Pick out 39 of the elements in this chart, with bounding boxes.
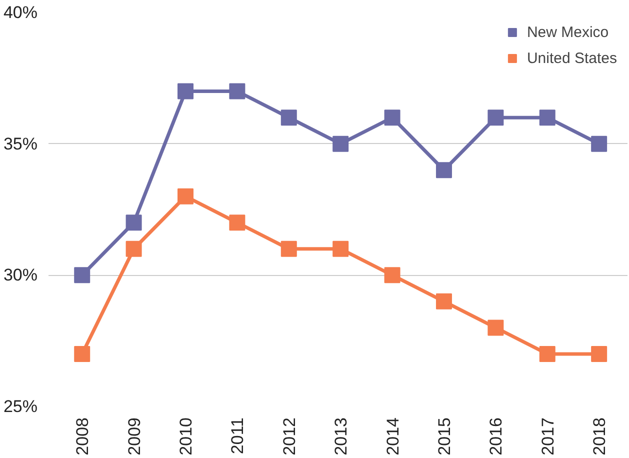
- x-tick-label: 2018: [590, 417, 610, 456]
- point: [436, 162, 452, 178]
- legend-label: United States: [526, 50, 617, 66]
- x-tick-label: 2014: [383, 417, 402, 456]
- point: [177, 188, 194, 204]
- point: [229, 83, 246, 100]
- point: [591, 346, 608, 362]
- x-tick-label: 2010: [176, 417, 196, 456]
- x-tick-label: 2015: [434, 417, 454, 456]
- point: [74, 346, 90, 362]
- point: [177, 83, 194, 100]
- y-tick-label: 40%: [3, 3, 38, 22]
- point: [332, 136, 349, 152]
- point: [332, 240, 349, 257]
- x-tick-label: 2008: [73, 417, 92, 456]
- point: [488, 110, 504, 126]
- legend-label: New Mexico: [526, 24, 609, 40]
- point: [384, 110, 400, 126]
- point: [229, 214, 246, 231]
- point: [539, 110, 556, 126]
- x-tick-label: 2009: [124, 417, 144, 456]
- y-tick-label: 25%: [3, 397, 38, 416]
- point: [539, 346, 556, 362]
- point: [74, 267, 90, 284]
- x-tick-label: 2016: [486, 417, 506, 456]
- point: [384, 267, 400, 284]
- point: [436, 293, 452, 310]
- point: [488, 320, 504, 336]
- y-tick-label: 35%: [3, 134, 38, 154]
- y-tick-label: 30%: [3, 266, 38, 285]
- x-tick-label: 2012: [280, 417, 299, 456]
- point: [126, 214, 142, 231]
- point: [591, 136, 608, 152]
- x-tick-label: 2013: [332, 417, 351, 456]
- point: [280, 240, 297, 257]
- x-tick-label: 2011: [228, 417, 248, 454]
- x-tick-label: 2017: [538, 417, 558, 456]
- point: [126, 240, 142, 257]
- point: [280, 110, 297, 126]
